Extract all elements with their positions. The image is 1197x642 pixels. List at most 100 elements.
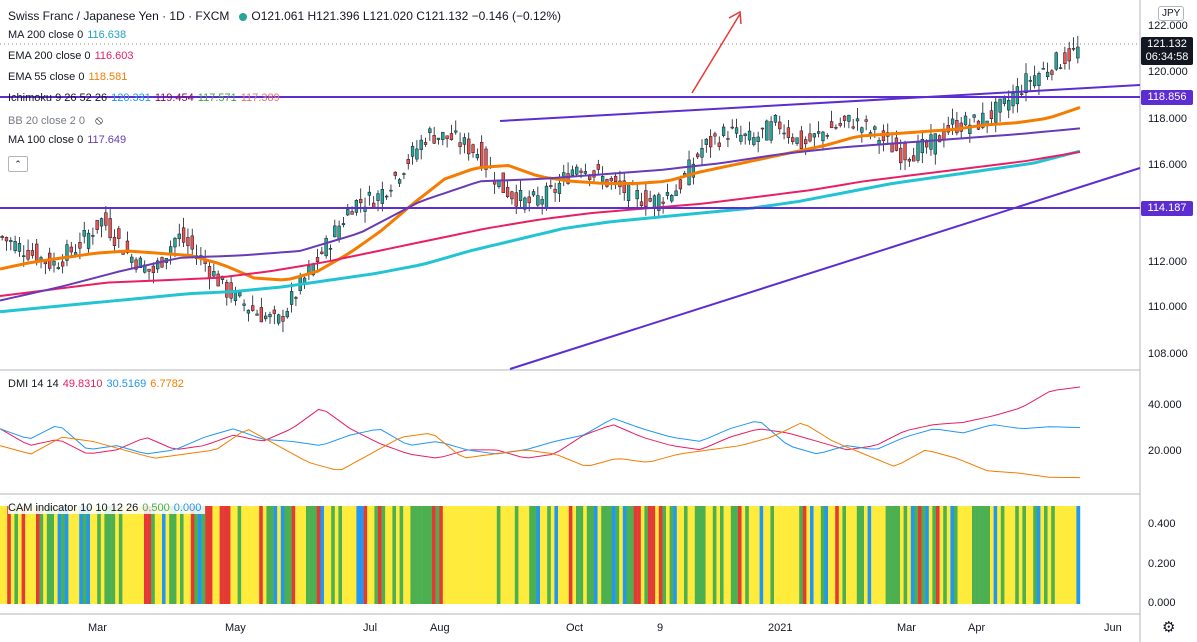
series-line [0, 106, 1081, 282]
time-label: 9 [657, 622, 664, 634]
cam-bar [694, 506, 699, 604]
candle-body [328, 248, 333, 250]
candle-body [687, 159, 691, 186]
cam-bar [208, 506, 213, 604]
indicator-ema200[interactable]: EMA 200 close 0 116.603 [8, 50, 138, 62]
settings-gear-icon[interactable]: ⚙ [1162, 619, 1176, 636]
cam-bar [133, 506, 137, 604]
candle-body [700, 148, 704, 158]
cam-legend[interactable]: CAM indicator 10 10 12 26 0.500 0.000 [8, 502, 206, 514]
candle-body [471, 144, 475, 154]
price-tick: 118.000 [1148, 113, 1187, 125]
candle-body [730, 126, 734, 129]
cam-bar [547, 506, 551, 604]
cam-bar [903, 506, 908, 604]
symbol-title[interactable]: Swiss Franc / Japanese Yen · 1D · FXCM [8, 9, 230, 23]
candle-body [812, 133, 816, 138]
cam-bar [345, 506, 350, 604]
upper-trend-line[interactable] [499, 84, 1141, 122]
indicator-value: 118.581 [88, 71, 128, 83]
cam-bar [943, 506, 947, 604]
cam-bar [176, 506, 181, 604]
collapse-legend-icon[interactable]: ⌃ [8, 156, 28, 172]
candle-body [644, 190, 648, 208]
candle-body [359, 198, 363, 204]
cam-bar [147, 506, 152, 604]
cam-bar [741, 506, 746, 604]
candle-body [78, 242, 82, 249]
cam-bar [21, 506, 26, 604]
candle-body [337, 225, 341, 240]
price-pane[interactable] [0, 35, 1081, 333]
candle-body [773, 114, 778, 123]
hidden-eye-icon[interactable]: ⦸ [95, 113, 103, 127]
cam-bar [658, 506, 663, 604]
candle-body [65, 244, 69, 261]
candle-body [1045, 71, 1050, 77]
cam-bar [500, 506, 505, 604]
cam-bar [536, 506, 541, 604]
candle-body [251, 305, 255, 311]
cam-bar [558, 506, 562, 604]
candle-body [389, 189, 393, 192]
time-label: Jun [1104, 622, 1122, 634]
cam-bar [666, 506, 670, 604]
candle-body [713, 133, 717, 137]
cam-bar [907, 506, 911, 604]
candle-body [428, 128, 432, 133]
cam-bar [180, 506, 184, 604]
candle-body [333, 225, 337, 238]
indicator-ma100[interactable]: MA 100 close 0 117.649 [8, 134, 130, 146]
time-label: Mar [88, 622, 107, 634]
currency-label[interactable]: JPY [1158, 6, 1185, 21]
cam-bar [586, 506, 591, 604]
candle-body [626, 182, 631, 201]
cam-bar [432, 506, 436, 604]
dmi-tick: 40.000 [1148, 399, 1182, 411]
cam-bar [619, 506, 623, 604]
candle-body [190, 235, 194, 250]
cam-bar [532, 506, 537, 604]
cam-bar [439, 506, 443, 604]
cam-bar [878, 506, 883, 604]
candle-body [575, 166, 579, 175]
cam-bar [554, 506, 559, 604]
cam-bar [57, 506, 62, 604]
cam-bar [633, 506, 638, 604]
cam-bar [226, 506, 231, 604]
candle-body [376, 193, 380, 201]
dmi-pane[interactable] [0, 386, 1081, 479]
candle-body [743, 133, 747, 137]
cam-bar [723, 506, 728, 604]
lower-trend-line[interactable] [509, 167, 1141, 370]
bullish-arrow[interactable] [691, 13, 741, 94]
candle-body [570, 169, 575, 176]
dmi-legend[interactable]: DMI 14 14 49.8310 30.5169 6.7782 [8, 378, 188, 390]
cam-bar [972, 506, 976, 604]
candle-body [942, 131, 946, 140]
indicator-ma200[interactable]: MA 200 close 0 116.638 [8, 29, 130, 41]
cam-bar [194, 506, 199, 604]
cam-pane[interactable] [0, 506, 1081, 604]
candle-body [834, 126, 838, 129]
cam-bar [514, 506, 519, 604]
candle-body [346, 209, 350, 216]
candle-body [0, 236, 4, 238]
candle-body [527, 196, 531, 204]
cam-bar [1051, 506, 1055, 604]
cam-bar [820, 506, 825, 604]
cam-bar [615, 506, 620, 604]
indicator-ichimoku[interactable]: Ichimoku 9 26 52 26 120.331 119.454 117.571… [8, 92, 284, 104]
candle-body [963, 115, 968, 126]
indicator-bb[interactable]: BB 20 close 2 0 ⦸ [8, 113, 103, 128]
cam-bar [766, 506, 771, 604]
indicator-ema55[interactable]: EMA 55 close 0 118.581 [8, 71, 131, 83]
candle-body [968, 124, 972, 134]
candle-body [1041, 68, 1045, 70]
candle-body [130, 256, 134, 263]
cam-bar [349, 506, 353, 604]
cam-bar [982, 506, 987, 604]
candle-body [467, 138, 471, 155]
candle-body [726, 138, 730, 140]
